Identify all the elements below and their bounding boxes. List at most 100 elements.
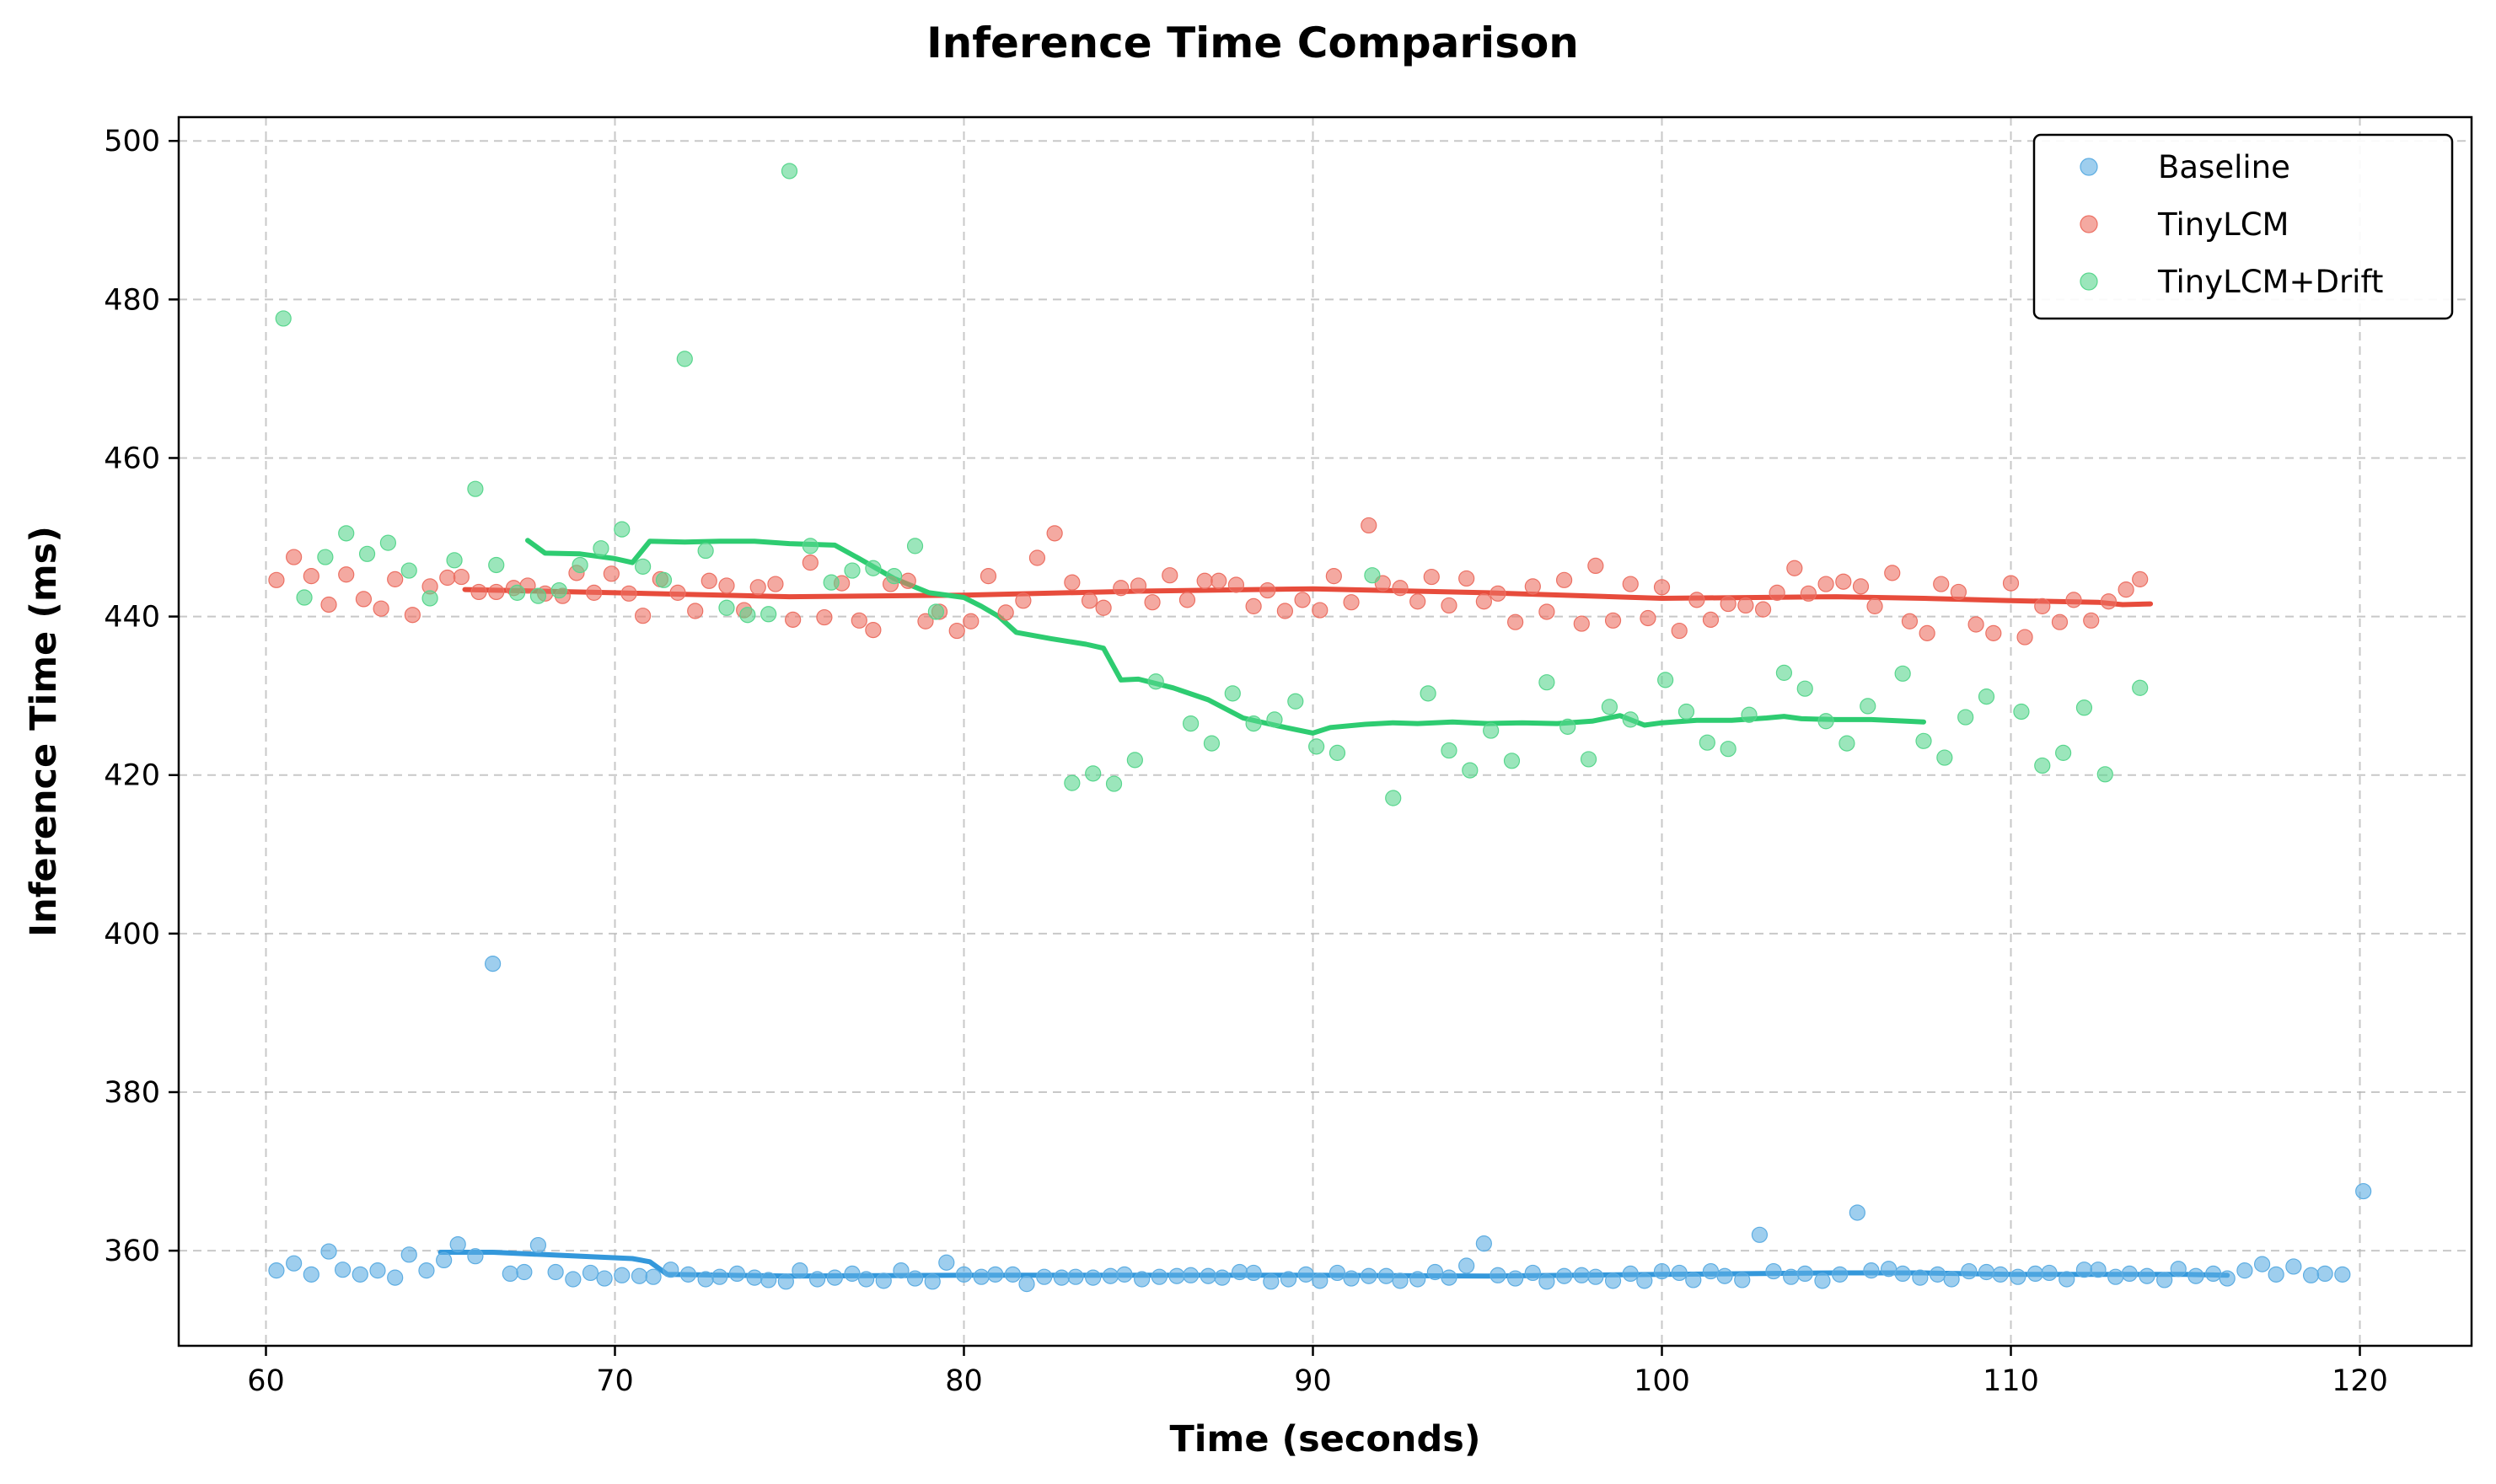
data-point-baseline: [1409, 1271, 1426, 1288]
data-point-baseline: [777, 1273, 794, 1290]
data-point-baseline: [809, 1271, 826, 1288]
data-point-baseline: [1134, 1271, 1151, 1288]
data-point-baseline: [2285, 1258, 2302, 1275]
series-baseline-points: [268, 956, 2372, 1293]
data-point-baseline: [1832, 1266, 1849, 1283]
x-axis-label: Time (seconds): [1169, 1418, 1480, 1460]
data-point-tinylcm-drift: [1657, 672, 1674, 688]
data-point-tinylcm: [1901, 613, 1919, 629]
data-point-baseline: [1751, 1226, 1769, 1243]
data-point-tinylcm: [603, 565, 620, 582]
data-point-tinylcm: [1950, 583, 1967, 601]
data-point-baseline: [485, 956, 502, 972]
data-point-baseline: [2219, 1270, 2236, 1287]
data-point-baseline: [2253, 1256, 2271, 1272]
data-point-baseline: [2059, 1271, 2075, 1288]
data-point-tinylcm: [1259, 581, 1276, 599]
data-point-tinylcm: [1967, 616, 1984, 633]
data-point-tinylcm: [1423, 568, 1440, 586]
data-point-tinylcm: [303, 568, 319, 585]
data-point-baseline: [1085, 1269, 1102, 1286]
data-point-tinylcm: [1046, 525, 1063, 542]
data-point-baseline: [2316, 1265, 2333, 1283]
data-point-tinylcm: [404, 607, 421, 624]
data-point-tinylcm: [2016, 629, 2033, 646]
data-point-baseline: [1783, 1268, 1800, 1285]
data-point-baseline: [1814, 1272, 1831, 1289]
data-point-tinylcm-drift: [1483, 722, 1500, 739]
data-point-tinylcm-drift: [927, 603, 944, 620]
data-point-tinylcm-drift: [593, 540, 609, 557]
data-point-baseline: [906, 1270, 924, 1287]
legend-box: [2032, 133, 2454, 320]
data-point-baseline: [1702, 1262, 1720, 1280]
data-point-tinylcm-drift: [1622, 711, 1639, 728]
data-point-tinylcm: [749, 579, 766, 596]
data-point-tinylcm: [1113, 580, 1130, 597]
data-point-baseline: [2041, 1264, 2058, 1282]
data-point-baseline: [436, 1251, 453, 1269]
data-point-tinylcm: [1294, 592, 1311, 608]
data-point-tinylcm-drift: [2013, 703, 2030, 721]
data-point-baseline: [1151, 1268, 1167, 1285]
data-point-tinylcm: [1490, 585, 1506, 602]
data-point-tinylcm: [1245, 597, 1262, 614]
data-point-baseline: [1796, 1265, 1813, 1283]
data-point-baseline: [697, 1271, 714, 1288]
data-point-tinylcm-drift: [400, 562, 417, 579]
chart-title: Inference Time Comparison: [926, 19, 1579, 67]
data-point-tinylcm: [1640, 609, 1656, 627]
data-point-baseline: [1053, 1269, 1071, 1286]
data-point-baseline: [1004, 1266, 1022, 1283]
data-point-baseline: [1685, 1272, 1702, 1288]
data-point-baseline: [924, 1273, 941, 1290]
data-point-baseline: [1573, 1267, 1590, 1283]
series-tinylcm-drift-points: [275, 163, 2149, 806]
data-point-tinylcm-drift: [467, 480, 484, 497]
data-point-tinylcm: [948, 622, 965, 640]
data-point-baseline: [1214, 1269, 1231, 1286]
data-point-tinylcm: [488, 583, 505, 601]
data-point-tinylcm: [2118, 581, 2134, 598]
data-point-baseline: [547, 1263, 564, 1281]
data-point-tinylcm-drift: [1462, 762, 1479, 779]
trend-line-tinylcm-drift: [525, 538, 1926, 736]
data-point-tinylcm-drift: [1245, 715, 1262, 732]
data-point-tinylcm: [1653, 579, 1671, 596]
trend-line-tinylcm: [462, 586, 2154, 608]
data-point-baseline: [1475, 1235, 1492, 1252]
x-tick-label: 60: [247, 1364, 285, 1398]
data-point-baseline: [1671, 1264, 1688, 1282]
y-tick-label: 440: [104, 601, 160, 635]
data-point-tinylcm-drift: [1503, 753, 1521, 769]
data-point-tinylcm: [1276, 603, 1293, 619]
data-point-tinylcm: [1573, 615, 1590, 632]
data-point-tinylcm: [687, 603, 704, 619]
data-point-tinylcm-drift: [2055, 744, 2072, 761]
data-point-tinylcm-drift: [338, 525, 355, 542]
data-point-tinylcm-drift: [1085, 765, 1102, 782]
data-point-baseline: [1524, 1264, 1541, 1282]
data-point-baseline: [303, 1266, 319, 1283]
data-point-baseline: [1280, 1271, 1297, 1288]
x-tick-label: 70: [596, 1364, 634, 1398]
data-point-tinylcm: [1475, 593, 1492, 610]
data-point-tinylcm-drift: [802, 538, 819, 554]
data-point-tinylcm: [1524, 578, 1541, 595]
data-point-baseline: [565, 1271, 582, 1288]
y-tick-label: 400: [104, 918, 160, 951]
x-tick-label: 90: [1294, 1364, 1332, 1398]
data-point-baseline: [2090, 1262, 2107, 1278]
data-point-baseline: [1343, 1270, 1360, 1287]
data-point-tinylcm-drift: [760, 606, 777, 623]
data-point-tinylcm-drift: [635, 558, 652, 575]
data-point-tinylcm: [980, 568, 997, 585]
data-point-tinylcm: [1441, 597, 1457, 614]
data-point-baseline: [1636, 1272, 1653, 1289]
data-point-baseline: [1881, 1261, 1897, 1278]
data-point-tinylcm-drift: [1580, 751, 1597, 768]
data-point-tinylcm-drift: [844, 562, 861, 579]
data-point-tinylcm: [1985, 624, 2002, 641]
data-point-tinylcm: [373, 600, 389, 617]
data-point-tinylcm-drift: [1287, 693, 1304, 710]
